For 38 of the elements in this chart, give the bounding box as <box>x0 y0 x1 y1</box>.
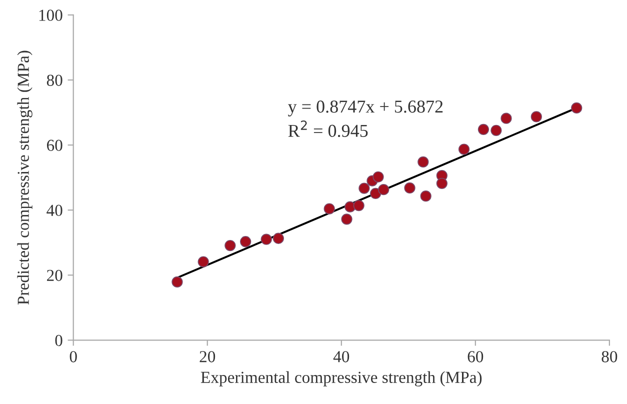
point <box>272 232 284 244</box>
point <box>353 200 364 212</box>
y-tick-label: 100 <box>39 10 62 21</box>
point <box>198 256 209 268</box>
y-tick-label: 20 <box>47 270 62 282</box>
y-tick-label: 0 <box>55 334 62 346</box>
x-tick-label: 80 <box>602 351 618 362</box>
point <box>370 188 382 200</box>
point <box>418 156 429 168</box>
point <box>478 124 490 135</box>
x-axis-title: Experimental compressive strength (MPa) <box>200 371 482 386</box>
x-tick-label: 60 <box>468 351 484 362</box>
point <box>571 102 582 114</box>
point <box>341 214 352 225</box>
point <box>358 182 370 194</box>
point <box>436 178 448 189</box>
point <box>490 124 502 136</box>
point <box>240 236 252 248</box>
point <box>372 171 384 182</box>
point <box>324 203 335 214</box>
point <box>404 182 416 194</box>
x-tick-label: 20 <box>200 351 216 362</box>
point <box>378 184 390 196</box>
y-tick-label: 80 <box>46 74 62 86</box>
point <box>172 276 183 288</box>
x-tick-label: 40 <box>333 351 350 362</box>
annotation: R$^{2}$ = 0.945 <box>288 120 368 138</box>
point <box>224 240 236 252</box>
point <box>458 144 470 155</box>
y-axis-title: Predicted compressive strength (MPa) <box>17 50 32 305</box>
point <box>500 112 512 124</box>
point <box>420 190 432 202</box>
annotation: y = 0.8747x + 5.6872 <box>288 100 443 116</box>
point <box>530 111 542 122</box>
y-tick-label: 60 <box>46 140 62 151</box>
x-tick-label: 0 <box>70 351 77 362</box>
y-tick-label: 40 <box>46 204 62 216</box>
point <box>260 234 272 245</box>
